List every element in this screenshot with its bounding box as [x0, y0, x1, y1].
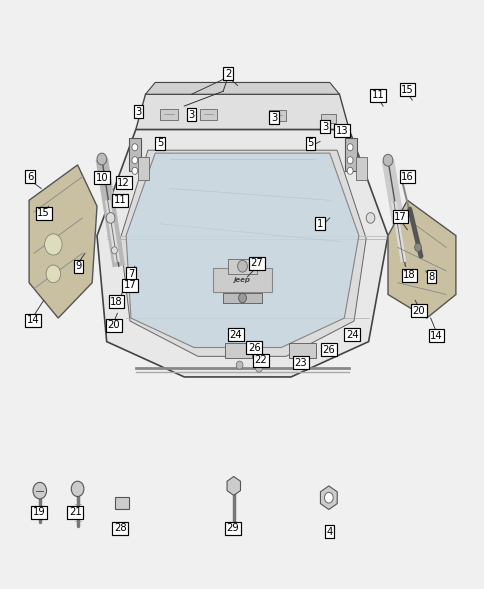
- Text: 20: 20: [107, 320, 120, 330]
- Text: 17: 17: [123, 280, 136, 290]
- Polygon shape: [126, 153, 358, 348]
- Text: 14: 14: [429, 331, 442, 340]
- Polygon shape: [97, 130, 387, 377]
- Circle shape: [132, 144, 137, 151]
- Text: 4: 4: [326, 527, 332, 537]
- Bar: [345, 138, 357, 171]
- Text: jeep: jeep: [234, 277, 250, 283]
- Circle shape: [347, 167, 352, 174]
- Circle shape: [237, 260, 247, 272]
- Text: 13: 13: [335, 126, 348, 135]
- Circle shape: [382, 154, 392, 166]
- Circle shape: [106, 213, 115, 223]
- Text: 3: 3: [135, 107, 141, 117]
- Circle shape: [33, 482, 46, 499]
- Circle shape: [238, 293, 246, 303]
- Text: 28: 28: [114, 524, 126, 533]
- Text: 24: 24: [229, 330, 242, 339]
- Text: 26: 26: [247, 343, 260, 352]
- Text: 3: 3: [321, 122, 327, 131]
- Text: 3: 3: [188, 110, 194, 120]
- Text: 15: 15: [37, 209, 50, 218]
- Text: 21: 21: [69, 508, 81, 517]
- Text: 17: 17: [393, 212, 406, 221]
- Text: 7: 7: [127, 269, 134, 279]
- Circle shape: [236, 361, 242, 369]
- Bar: [268, 110, 286, 121]
- Polygon shape: [387, 200, 455, 318]
- Text: 27: 27: [250, 259, 263, 268]
- Bar: [213, 268, 271, 292]
- Bar: [160, 109, 177, 120]
- Text: 1: 1: [316, 219, 323, 229]
- Circle shape: [132, 157, 137, 164]
- Bar: [227, 259, 257, 274]
- Circle shape: [365, 213, 374, 223]
- Text: 18: 18: [110, 297, 122, 306]
- Circle shape: [45, 234, 62, 255]
- Text: 10: 10: [95, 173, 108, 183]
- Polygon shape: [120, 150, 365, 356]
- Text: 11: 11: [114, 196, 126, 205]
- Text: 26: 26: [322, 345, 334, 355]
- Text: 18: 18: [402, 270, 415, 280]
- Bar: [356, 157, 366, 180]
- Circle shape: [347, 157, 352, 164]
- Text: 5: 5: [156, 138, 163, 148]
- Text: 15: 15: [400, 85, 413, 94]
- Bar: [320, 114, 335, 123]
- Bar: [225, 343, 251, 358]
- Text: 9: 9: [75, 262, 82, 271]
- Text: 24: 24: [345, 330, 358, 339]
- Bar: [128, 138, 140, 171]
- Text: 16: 16: [400, 172, 413, 181]
- Polygon shape: [145, 82, 339, 94]
- Circle shape: [46, 265, 60, 283]
- Text: 8: 8: [428, 272, 434, 282]
- Text: 19: 19: [32, 508, 45, 517]
- Text: 6: 6: [27, 172, 33, 181]
- Circle shape: [255, 364, 262, 372]
- Bar: [115, 497, 128, 509]
- Polygon shape: [29, 165, 97, 318]
- Bar: [288, 343, 315, 358]
- Text: 23: 23: [294, 358, 306, 368]
- Text: 11: 11: [371, 91, 384, 100]
- Text: 29: 29: [226, 524, 239, 533]
- Circle shape: [297, 361, 303, 369]
- Bar: [138, 157, 149, 180]
- Circle shape: [111, 247, 117, 254]
- Circle shape: [324, 492, 333, 503]
- Bar: [223, 293, 261, 303]
- Text: 3: 3: [271, 113, 276, 123]
- Text: 12: 12: [117, 178, 130, 187]
- Bar: [199, 109, 217, 120]
- Circle shape: [71, 481, 84, 497]
- Polygon shape: [136, 94, 348, 130]
- Text: 20: 20: [412, 306, 424, 316]
- Text: 2: 2: [224, 69, 231, 78]
- Circle shape: [414, 243, 421, 252]
- Circle shape: [97, 153, 106, 165]
- Text: 14: 14: [27, 316, 39, 325]
- Circle shape: [347, 144, 352, 151]
- Circle shape: [132, 167, 137, 174]
- Text: 22: 22: [254, 356, 267, 365]
- Text: 5: 5: [306, 138, 313, 148]
